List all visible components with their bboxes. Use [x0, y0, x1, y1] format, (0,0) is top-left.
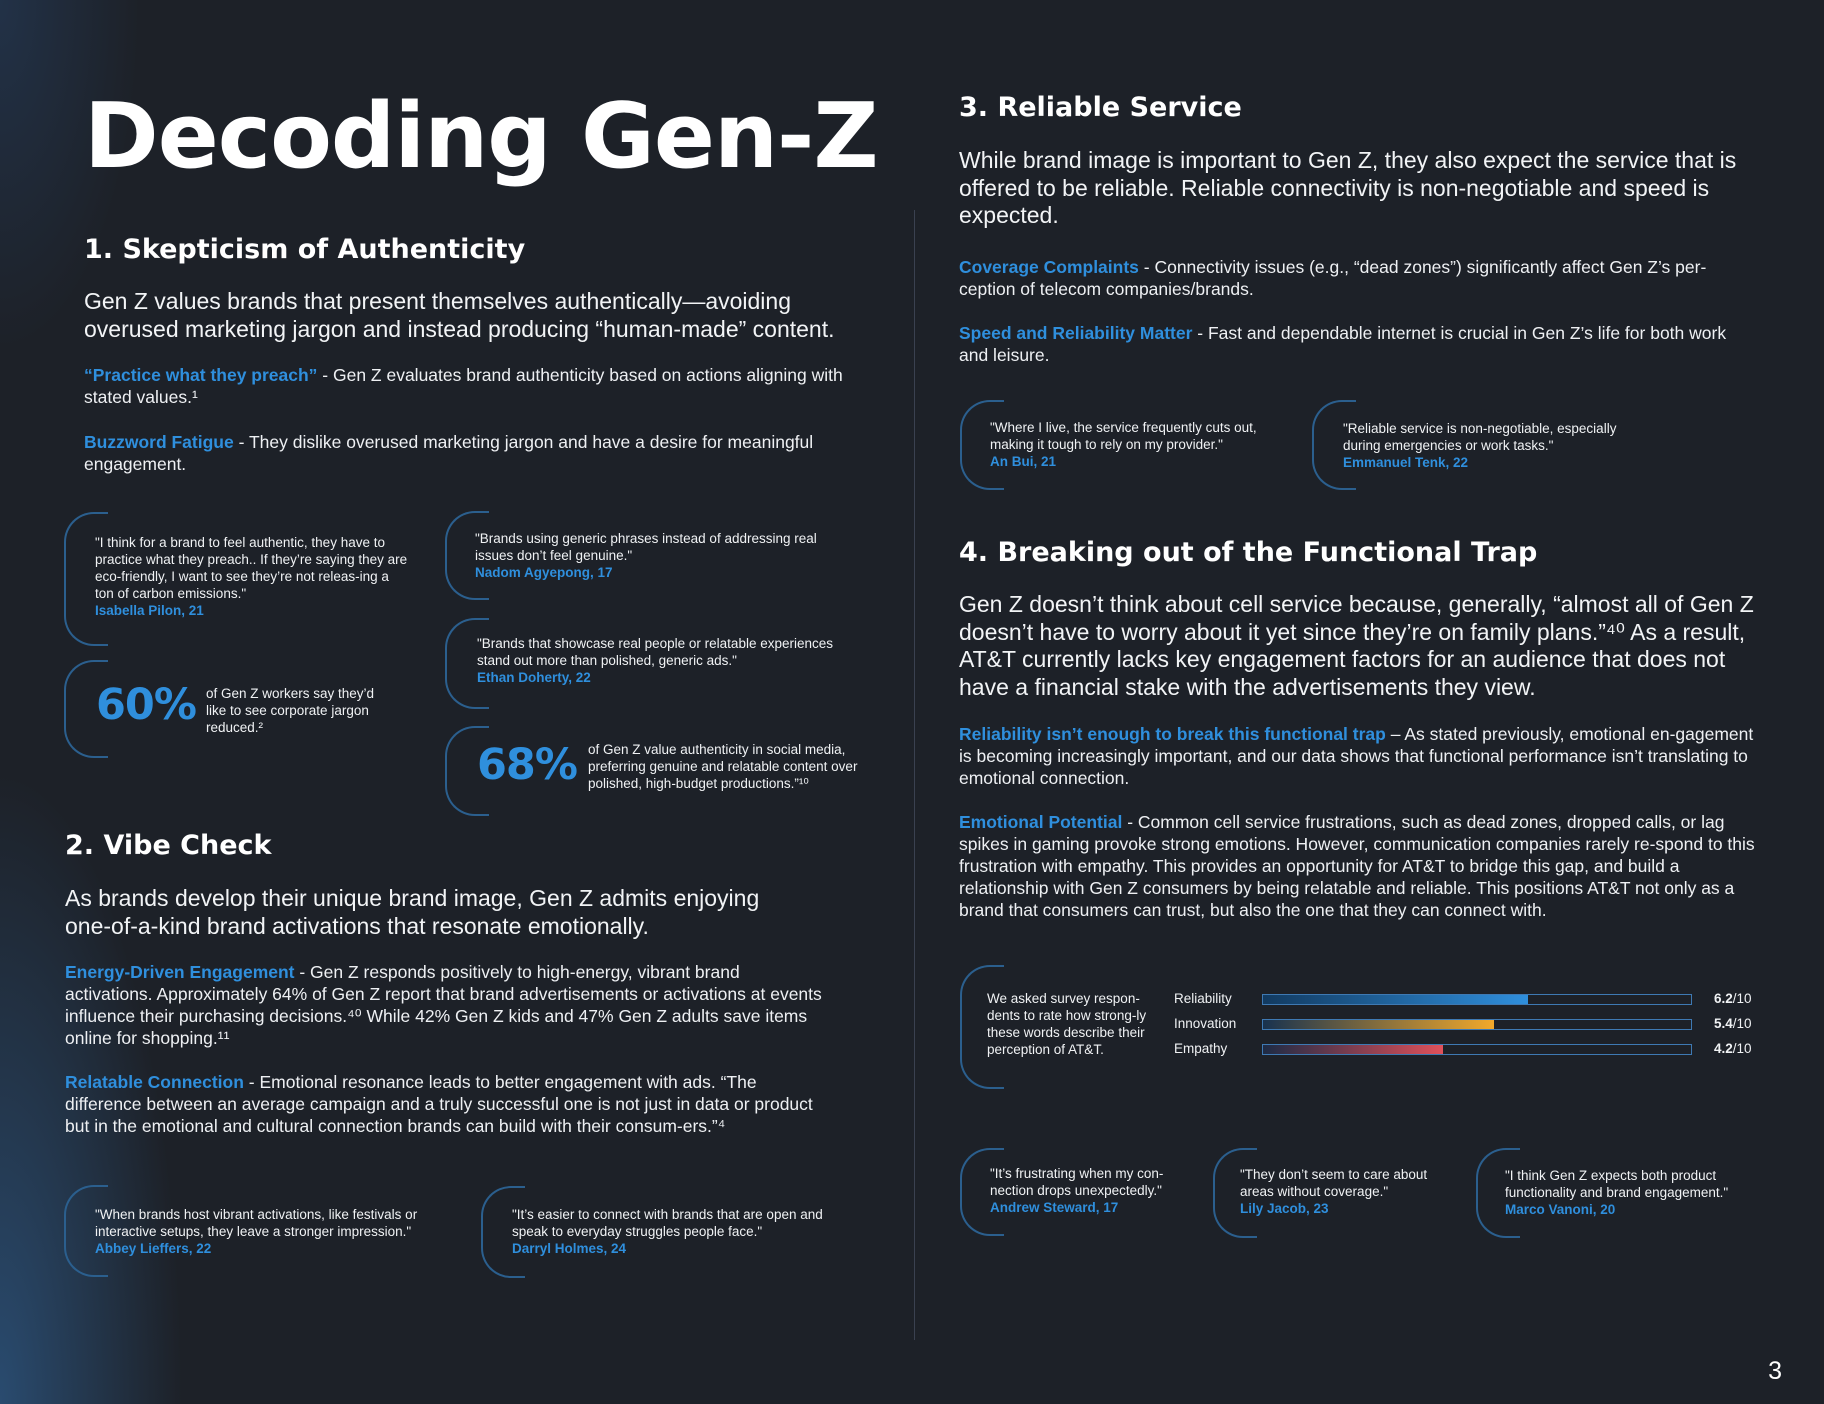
quote-card: "I think Gen Z expects both product func…	[1505, 1167, 1780, 1218]
section3-heading: 3. Reliable Service	[959, 92, 1242, 123]
quote-bracket	[1476, 1148, 1520, 1238]
survey-bar-fill	[1263, 1045, 1443, 1054]
quote-author: Emmanuel Tenk, 22	[1343, 455, 1469, 470]
section1-point-buzzword: Buzzword Fatigue - They dislike overused…	[84, 431, 874, 475]
quote-bracket	[481, 1186, 525, 1278]
stat-description-68: of Gen Z value authenticity in social me…	[588, 742, 858, 791]
survey-label-innovation: Innovation	[1174, 1016, 1237, 1031]
quote-author: Marco Vanoni, 20	[1505, 1202, 1616, 1217]
stat-bracket	[64, 660, 108, 758]
quote-bracket	[960, 1148, 1004, 1236]
quote-card: "I think for a brand to feel authentic, …	[95, 534, 410, 619]
quote-text: "I think Gen Z expects both product func…	[1505, 1168, 1729, 1200]
section4-point-emotional: Emotional Potential - Common cell servic…	[959, 811, 1769, 921]
quote-bracket	[1312, 400, 1356, 490]
quote-bracket	[960, 400, 1004, 490]
stat-description-60: of Gen Z workers say they’d like to see …	[206, 686, 375, 735]
quote-text: "Brands that showcase real people or rel…	[477, 636, 834, 668]
point-text: - They dislike overused marketing jargon…	[84, 432, 814, 474]
keyword-label: Emotional Potential	[959, 812, 1123, 832]
stat-bracket	[445, 726, 489, 816]
section1-point-practice: “Practice what they preach” - Gen Z eval…	[84, 364, 874, 408]
quote-bracket	[1213, 1148, 1257, 1238]
survey-value-reliability: 6.2/10	[1714, 991, 1752, 1006]
quote-card: "Reliable service is non-negotiable, esp…	[1343, 420, 1643, 471]
survey-bar-fill	[1263, 995, 1529, 1004]
quote-author: Lily Jacob, 23	[1240, 1201, 1329, 1216]
quote-text: "Brands using generic phrases instead of…	[475, 531, 817, 563]
quote-author: Ethan Doherty, 22	[477, 670, 591, 685]
section1-lead: Gen Z values brands that present themsel…	[84, 288, 835, 342]
survey-label-empathy: Empathy	[1174, 1041, 1228, 1056]
quote-text: "Where I live, the service frequently cu…	[990, 420, 1257, 452]
quote-card: "When brands host vibrant activations, l…	[95, 1206, 445, 1257]
quote-author: Nadom Agyepong, 17	[475, 565, 613, 580]
page-number: 3	[1768, 1357, 1782, 1385]
section4-heading: 4. Breaking out of the Functional Trap	[959, 537, 1538, 568]
quote-card: "It’s frustrating when my con-nection dr…	[990, 1165, 1180, 1216]
quote-card: "Where I live, the service frequently cu…	[990, 419, 1280, 470]
quote-text: "It’s easier to connect with brands that…	[512, 1207, 823, 1239]
section4-point-reliability: Reliability isn’t enough to break this f…	[959, 723, 1769, 789]
section2-heading: 2. Vibe Check	[65, 830, 272, 861]
quote-bracket	[445, 618, 489, 709]
survey-label-reliability: Reliability	[1174, 991, 1232, 1006]
quote-author: Darryl Holmes, 24	[512, 1241, 627, 1256]
section3-point-speed: Speed and Reliability Matter - Fast and …	[959, 322, 1759, 366]
quote-card: "It’s easier to connect with brands that…	[512, 1206, 852, 1257]
quote-author: Andrew Steward, 17	[990, 1200, 1119, 1215]
quote-text: "When brands host vibrant activations, l…	[95, 1207, 418, 1239]
quote-text: "Reliable service is non-negotiable, esp…	[1343, 421, 1617, 453]
quote-author: Abbey Lieffers, 22	[95, 1241, 212, 1256]
survey-bar-innovation	[1262, 1019, 1692, 1030]
quote-author: Isabella Pilon, 21	[95, 603, 204, 618]
point-text: - Gen Z responds positively to high-ener…	[65, 962, 822, 1048]
section2-lead: As brands develop their unique brand ima…	[65, 885, 760, 939]
section2-point-energy: Energy-Driven Engagement - Gen Z respond…	[65, 961, 825, 1049]
quote-text: "It’s frustrating when my con-nection dr…	[990, 1166, 1164, 1198]
quote-bracket	[445, 511, 489, 600]
point-text: - Emotional resonance leads to better en…	[65, 1072, 813, 1136]
quote-text: "They don’t seem to care about areas wit…	[1240, 1167, 1428, 1199]
keyword-label: “Practice what they preach”	[84, 365, 318, 385]
keyword-label: Reliability isn’t enough to break this f…	[959, 724, 1386, 744]
section1-heading: 1. Skepticism of Authenticity	[84, 234, 526, 265]
keyword-label: Relatable Connection	[65, 1072, 244, 1092]
quote-card: "Brands using generic phrases instead of…	[475, 530, 855, 581]
keyword-label: Energy-Driven Engagement	[65, 962, 295, 982]
section3-lead: While brand image is important to Gen Z,…	[959, 147, 1737, 228]
stat-value-60: 60%	[96, 680, 197, 730]
page-title: Decoding Gen-Z	[84, 84, 879, 189]
keyword-label: Speed and Reliability Matter	[959, 323, 1193, 343]
survey-bar-empathy	[1262, 1044, 1692, 1055]
quote-card: "Brands that showcase real people or rel…	[477, 635, 857, 686]
point-text: - Gen Z evaluates brand authenticity bas…	[84, 365, 843, 407]
quote-author: An Bui, 21	[990, 454, 1057, 469]
point-text: – As stated previously, emotional en-gag…	[959, 724, 1754, 788]
point-text: - Common cell service frustrations, such…	[959, 812, 1755, 920]
survey-bracket	[960, 965, 1004, 1089]
section2-point-relatable: Relatable Connection - Emotional resonan…	[65, 1071, 825, 1137]
survey-intro: We asked survey respon-dents to rate how…	[987, 991, 1147, 1057]
point-text: - Fast and dependable internet is crucia…	[959, 323, 1727, 365]
survey-value-empathy: 4.2/10	[1714, 1041, 1752, 1056]
section3-point-coverage: Coverage Complaints - Connectivity issue…	[959, 256, 1759, 300]
point-text: - Connectivity issues (e.g., “dead zones…	[959, 257, 1707, 299]
keyword-label: Buzzword Fatigue	[84, 432, 234, 452]
keyword-label: Coverage Complaints	[959, 257, 1139, 277]
stat-value-68: 68%	[477, 740, 578, 790]
quote-bracket	[64, 512, 108, 646]
section4-lead: Gen Z doesn’t think about cell service b…	[959, 591, 1754, 700]
quote-card: "They don’t seem to care about areas wit…	[1240, 1166, 1445, 1217]
column-divider	[914, 210, 915, 1340]
survey-bar-reliability	[1262, 994, 1692, 1005]
quote-bracket	[64, 1185, 108, 1277]
survey-value-innovation: 5.4/10	[1714, 1016, 1752, 1031]
quote-text: "I think for a brand to feel authentic, …	[95, 535, 408, 601]
survey-bar-fill	[1263, 1020, 1495, 1029]
